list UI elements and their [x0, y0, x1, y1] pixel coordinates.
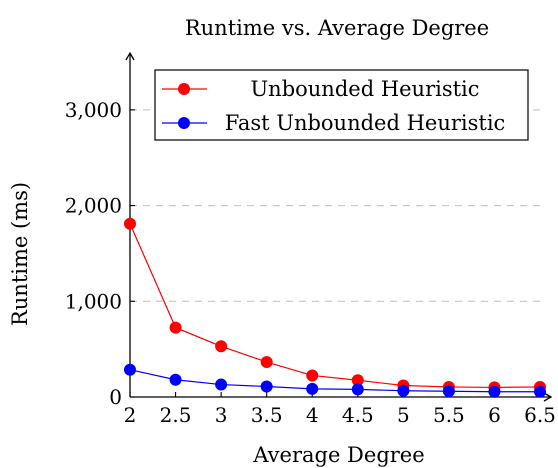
x-tick-label: 3.5 — [251, 403, 283, 427]
data-point — [306, 369, 319, 382]
data-point — [215, 340, 228, 353]
data-point — [124, 363, 136, 376]
data-point — [534, 385, 546, 398]
x-tick-label: 6 — [488, 403, 501, 427]
data-point — [260, 380, 273, 393]
data-point — [351, 374, 364, 387]
x-tick-label: 5.5 — [433, 403, 465, 427]
series-line-0 — [129, 223, 541, 389]
x-tick-label: 5 — [397, 403, 410, 427]
data-point — [397, 384, 410, 397]
data-point — [442, 385, 455, 398]
legend-box — [154, 69, 529, 141]
y-tick-label: 3,000 — [65, 98, 122, 122]
legend-marker-unbounded — [178, 83, 190, 95]
series-line-1 — [129, 369, 540, 393]
x-tick-label: 2.5 — [160, 403, 192, 427]
legend-marker-fast-unbounded — [178, 117, 190, 129]
data-point — [260, 356, 273, 369]
chart-title: Runtime vs. Average Degree — [185, 16, 489, 40]
y-axis-arrow — [125, 51, 135, 61]
legend-label-fast-unbounded: Fast Unbounded Heuristic — [225, 111, 506, 135]
data-point — [306, 382, 319, 395]
data-point — [124, 217, 136, 230]
data-point — [215, 378, 228, 391]
x-tick-label: 4.5 — [342, 403, 374, 427]
legend: Unbounded Heuristic Fast Unbounded Heuri… — [154, 69, 529, 141]
series-layer — [124, 217, 546, 398]
x-axis-label: Average Degree — [252, 443, 424, 467]
y-axis-label: Runtime (ms) — [8, 182, 32, 326]
legend-label-unbounded: Unbounded Heuristic — [250, 77, 479, 101]
data-point — [169, 373, 182, 386]
ticks: 0 1,000 2,000 3,000 2 2.5 3 3.5 4 4.5 5 5.5 6 6.5 — [65, 98, 556, 427]
y-tick-label: 2,000 — [65, 194, 122, 218]
x-tick-label: 4 — [306, 403, 319, 427]
x-axis-arrow — [543, 392, 553, 402]
x-tick-label: 3 — [215, 403, 228, 427]
data-point — [351, 383, 364, 396]
y-tick-label: 1,000 — [65, 289, 122, 313]
data-point — [169, 321, 182, 334]
x-tick-label: 2 — [124, 403, 137, 427]
data-point — [488, 385, 501, 398]
x-tick-label: 6.5 — [524, 403, 556, 427]
y-tick-label: 0 — [109, 385, 122, 409]
